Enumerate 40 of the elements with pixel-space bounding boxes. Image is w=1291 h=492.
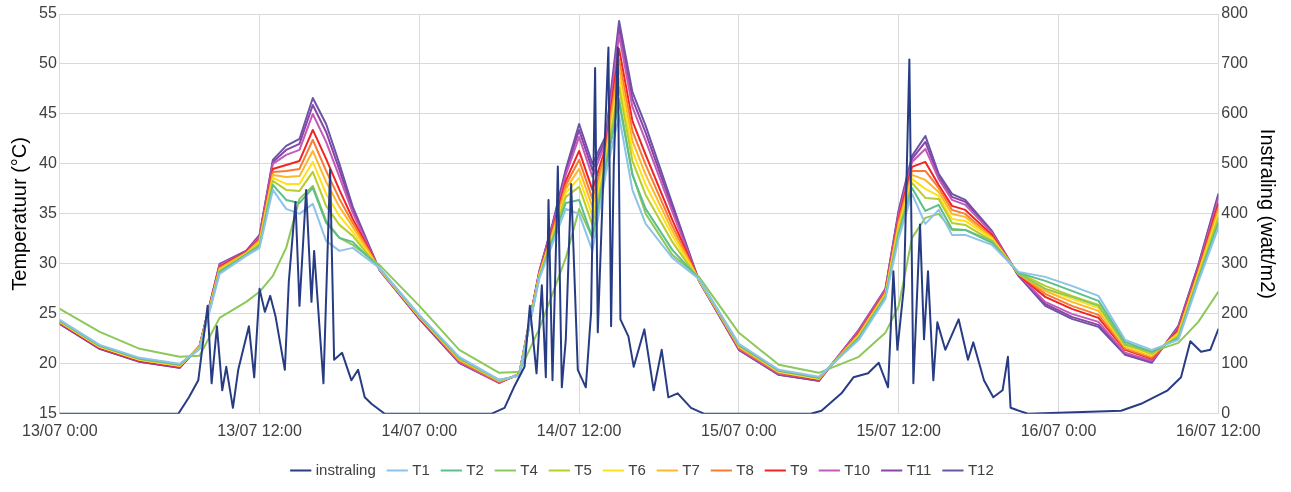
y2-tick-label: 800 [1221, 4, 1249, 22]
y2-tick-label: 300 [1221, 254, 1249, 272]
y-axis-title: Temperatuur (°C) [7, 137, 30, 291]
x-tick-label: 16/07 0:00 [1020, 421, 1097, 439]
y2-tick-label: 0 [1221, 404, 1231, 422]
y-tick-label: 15 [39, 404, 57, 422]
legend-label: T9 [790, 460, 808, 478]
legend-label: T11 [906, 460, 932, 478]
legend-label: T6 [628, 460, 646, 478]
x-tick-label: 13/07 12:00 [217, 421, 302, 439]
y-tick-label: 30 [39, 254, 57, 272]
legend-label: T10 [844, 460, 871, 478]
legend-label: T2 [466, 460, 484, 478]
y2-tick-label: 200 [1221, 304, 1249, 322]
legend-label: T5 [574, 460, 592, 478]
legend-label: T7 [682, 460, 700, 478]
y-tick-label: 20 [39, 354, 57, 372]
y2-tick-label: 700 [1221, 54, 1249, 72]
y2-axis-title: Instraling (watt/m2) [1257, 128, 1280, 299]
x-tick-label: 15/07 12:00 [856, 421, 942, 439]
legend-label: T8 [736, 460, 754, 478]
y-tick-label: 55 [39, 4, 57, 22]
x-tick-label: 15/07 0:00 [701, 421, 777, 439]
legend-label: instraling [315, 460, 376, 478]
y-tick-label: 45 [39, 104, 57, 122]
y-tick-label: 35 [39, 204, 57, 222]
y-tick-label: 50 [39, 54, 57, 72]
x-tick-label: 13/07 0:00 [21, 421, 98, 439]
x-tick-label: 14/07 0:00 [381, 421, 458, 439]
legend-label: T1 [412, 460, 430, 478]
y2-tick-label: 500 [1221, 154, 1249, 172]
legend-label: T4 [520, 460, 538, 478]
x-tick-label: 16/07 12:00 [1176, 421, 1261, 439]
x-tick-label: 14/07 12:00 [536, 421, 622, 439]
y2-tick-label: 600 [1221, 104, 1249, 122]
y2-tick-label: 100 [1221, 354, 1249, 372]
y2-tick-label: 400 [1221, 204, 1249, 222]
legend-label: T12 [967, 460, 994, 478]
y-tick-label: 40 [39, 154, 57, 172]
y-tick-label: 25 [39, 304, 57, 322]
